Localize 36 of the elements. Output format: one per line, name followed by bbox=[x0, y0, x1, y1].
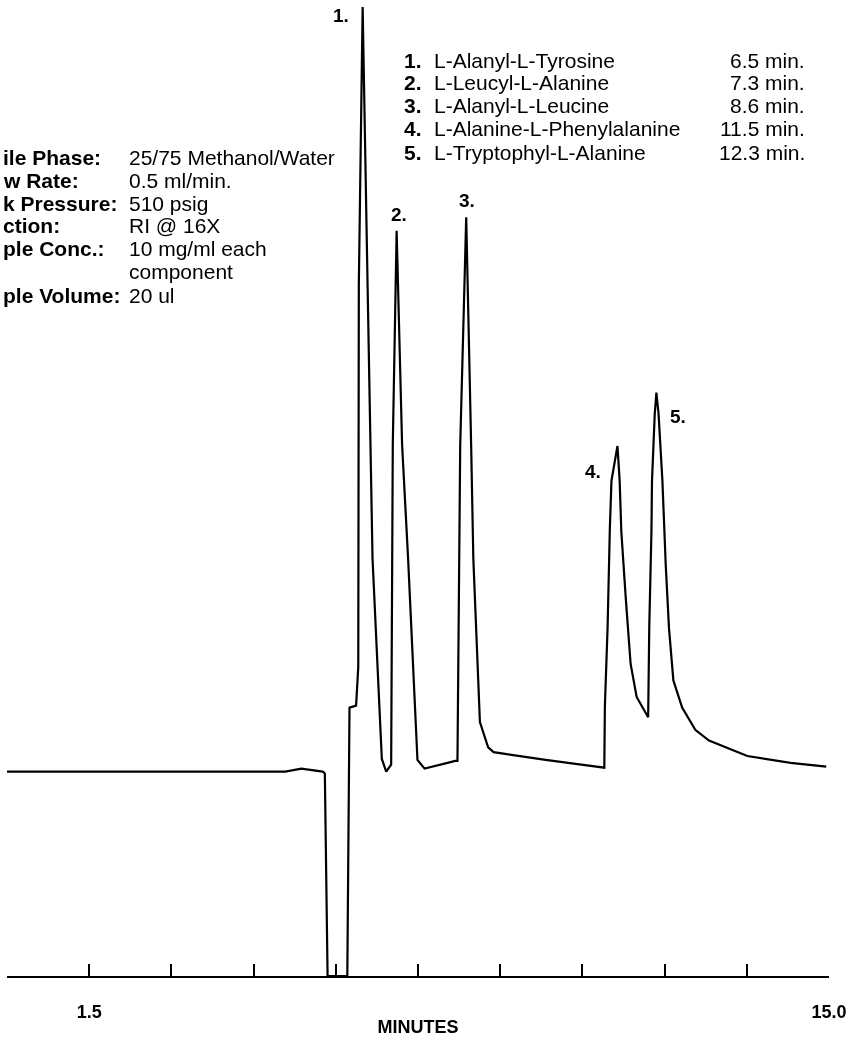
annotation: 4. bbox=[585, 461, 601, 482]
annotation: 11.5 min. bbox=[720, 117, 805, 140]
annotation: 12.3 min. bbox=[719, 141, 806, 164]
annotation: 25/75 Methanol/Water bbox=[129, 146, 335, 169]
annotation: ple Conc.: bbox=[3, 237, 105, 260]
annotation: ction: bbox=[3, 214, 61, 237]
annotation: 2. bbox=[391, 204, 407, 225]
annotation: 20 ul bbox=[129, 284, 175, 307]
annotation: L-Alanyl-L-Tyrosine bbox=[434, 49, 615, 72]
annotation: ple Volume: bbox=[3, 284, 121, 307]
annotation: 2. bbox=[404, 71, 422, 94]
annotation: 7.3 min. bbox=[730, 71, 805, 94]
annotation: component bbox=[129, 260, 234, 283]
annotation: 3. bbox=[404, 94, 422, 117]
annotation: 10 mg/ml each bbox=[129, 237, 267, 260]
x-axis-title: MINUTES bbox=[377, 1017, 459, 1038]
annotation: ile Phase: bbox=[3, 146, 102, 169]
x-tick-label: 15.0 bbox=[811, 1001, 847, 1022]
annotation: 6.5 min. bbox=[730, 49, 805, 72]
annotation: k Pressure: bbox=[3, 192, 118, 215]
annotation: RI @ 16X bbox=[129, 214, 221, 237]
annotation: L-Alanine-L-Phenylalanine bbox=[434, 117, 681, 140]
x-tick-label: 1.5 bbox=[76, 1001, 102, 1022]
annotation: w Rate: bbox=[3, 169, 79, 192]
annotation: 0.5 ml/min. bbox=[129, 169, 232, 192]
annotation: 5. bbox=[404, 141, 422, 164]
annotation: 8.6 min. bbox=[730, 94, 805, 117]
annotation: 510 psig bbox=[129, 192, 209, 215]
annotation: 1. bbox=[333, 5, 349, 26]
annotation: L-Alanyl-L-Leucine bbox=[434, 94, 610, 117]
annotation: 5. bbox=[670, 406, 686, 427]
annotation: L-Tryptophyl-L-Alanine bbox=[434, 141, 646, 164]
annotation: 4. bbox=[404, 117, 422, 140]
annotation: 3. bbox=[459, 190, 475, 211]
annotation: L-Leucyl-L-Alanine bbox=[434, 71, 610, 94]
annotation: 1. bbox=[404, 49, 422, 72]
